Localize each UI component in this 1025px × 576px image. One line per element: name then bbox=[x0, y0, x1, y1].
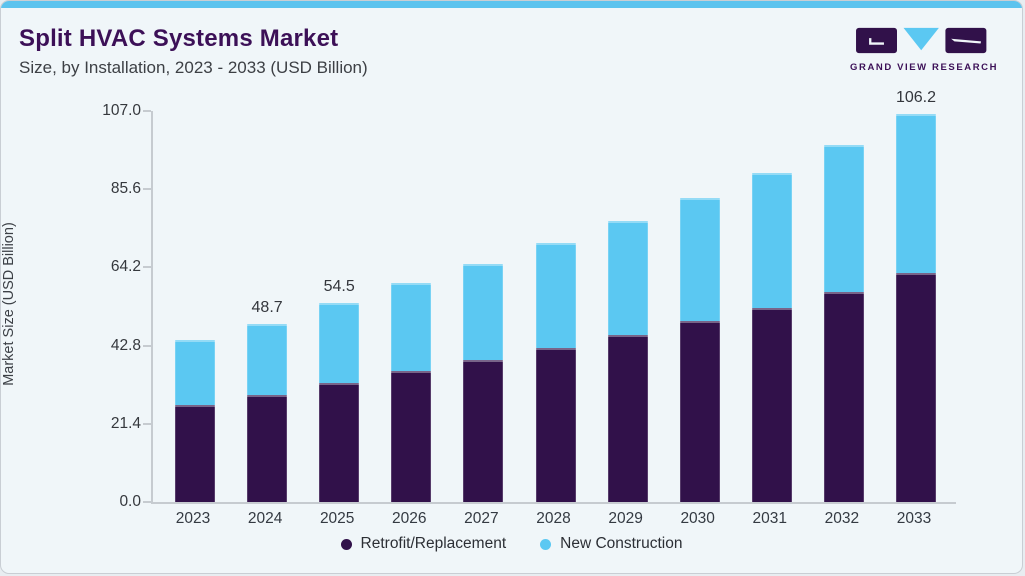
new-construction-segment bbox=[679, 197, 720, 322]
x-axis-label-2029: 2029 bbox=[608, 510, 643, 527]
y-tick-label: 107.0 bbox=[102, 102, 141, 119]
y-tick-mark bbox=[143, 344, 151, 347]
y-tick-label: 42.8 bbox=[110, 336, 141, 354]
bar-2028 bbox=[535, 243, 576, 502]
bar-value-label-2025: 54.5 bbox=[323, 277, 355, 295]
y-tick-label: 85.6 bbox=[110, 180, 141, 198]
legend-item-retrofit-replacement: Retrofit/Replacement bbox=[340, 535, 507, 553]
x-axis-label-2024: 2024 bbox=[247, 510, 283, 527]
new-construction-segment bbox=[391, 283, 432, 372]
x-axis-label-2025: 2025 bbox=[319, 510, 355, 527]
page-title: Split HVAC Systems Market bbox=[19, 25, 339, 52]
y-tick-mark bbox=[143, 110, 151, 112]
x-axis-label-2026: 2026 bbox=[392, 510, 427, 527]
top-accent-strip bbox=[1, 1, 1022, 8]
retrofit-segment bbox=[391, 371, 432, 502]
x-axis-label-2031: 2031 bbox=[752, 510, 788, 527]
y-tick-mark bbox=[143, 266, 151, 269]
x-axis-label-2027: 2027 bbox=[464, 510, 499, 527]
x-axis-label-2033: 2033 bbox=[896, 510, 932, 527]
legend-item-new-construction: New Construction bbox=[540, 535, 682, 553]
new-construction-segment bbox=[607, 221, 648, 335]
retrofit-segment bbox=[247, 394, 288, 502]
new-construction-segment bbox=[247, 324, 288, 395]
bar-2030 bbox=[679, 197, 720, 502]
new-construction-segment bbox=[896, 113, 936, 273]
bar-2024 bbox=[247, 324, 288, 502]
legend: Retrofit/Replacement New Construction bbox=[1, 535, 1022, 553]
retrofit-segment bbox=[535, 348, 576, 502]
bar-2027 bbox=[463, 264, 504, 502]
retrofit-segment bbox=[463, 359, 504, 502]
new-construction-segment bbox=[751, 173, 792, 308]
legend-marker-icon bbox=[540, 538, 552, 550]
new-construction-segment bbox=[319, 302, 360, 383]
y-tick-mark bbox=[143, 188, 151, 191]
retrofit-segment bbox=[319, 382, 360, 502]
y-tick-label: 21.4 bbox=[110, 414, 141, 432]
grand-view-research-logo: GRAND VIEW RESEARCH bbox=[850, 27, 998, 73]
legend-label: Retrofit/Replacement bbox=[360, 535, 507, 552]
page-subtitle: Size, by Installation, 2023 - 2033 (USD … bbox=[19, 58, 368, 77]
retrofit-segment bbox=[679, 321, 720, 502]
x-axis-label-2028: 2028 bbox=[536, 510, 571, 527]
y-tick-label: 0.0 bbox=[119, 493, 141, 510]
x-axis-label-2023: 2023 bbox=[175, 510, 211, 527]
y-axis-title: Market Size (USD Billion) bbox=[1, 222, 17, 386]
retrofit-segment bbox=[896, 272, 936, 502]
bar-value-label-2033: 106.2 bbox=[895, 88, 937, 106]
x-axis-label-2030: 2030 bbox=[680, 510, 715, 527]
chart-header: Split HVAC Systems Market Size, by Insta… bbox=[19, 25, 368, 78]
new-construction-segment bbox=[463, 264, 504, 360]
bar-2026 bbox=[391, 283, 432, 502]
retrofit-segment bbox=[751, 307, 792, 502]
new-construction-segment bbox=[823, 145, 864, 292]
bar-value-label-2024: 48.7 bbox=[251, 299, 283, 317]
bar-2029 bbox=[607, 221, 648, 502]
y-tick-mark bbox=[143, 422, 151, 425]
bar-2031 bbox=[751, 173, 792, 502]
x-axis-label-2032: 2032 bbox=[824, 510, 860, 527]
legend-label: New Construction bbox=[560, 535, 683, 552]
bar-2025 bbox=[319, 302, 360, 502]
y-tick-mark bbox=[143, 501, 151, 503]
new-construction-segment bbox=[535, 243, 576, 349]
retrofit-segment bbox=[823, 291, 864, 502]
retrofit-segment bbox=[175, 405, 215, 502]
gvr-wordmark: GRAND VIEW RESEARCH bbox=[850, 62, 999, 73]
bar-2032 bbox=[823, 145, 864, 502]
bar-2023 bbox=[175, 340, 215, 502]
bar-2033 bbox=[896, 113, 936, 502]
retrofit-segment bbox=[607, 334, 648, 502]
new-construction-segment bbox=[175, 340, 215, 406]
legend-marker-icon bbox=[340, 538, 352, 550]
y-tick-label: 64.2 bbox=[110, 258, 141, 276]
plot-area: 0.0 21.4 42.8 64.2 85.6 107.0 48.7 54.5 106.2 bbox=[102, 89, 956, 510]
gvr-logo-icon bbox=[856, 27, 987, 54]
